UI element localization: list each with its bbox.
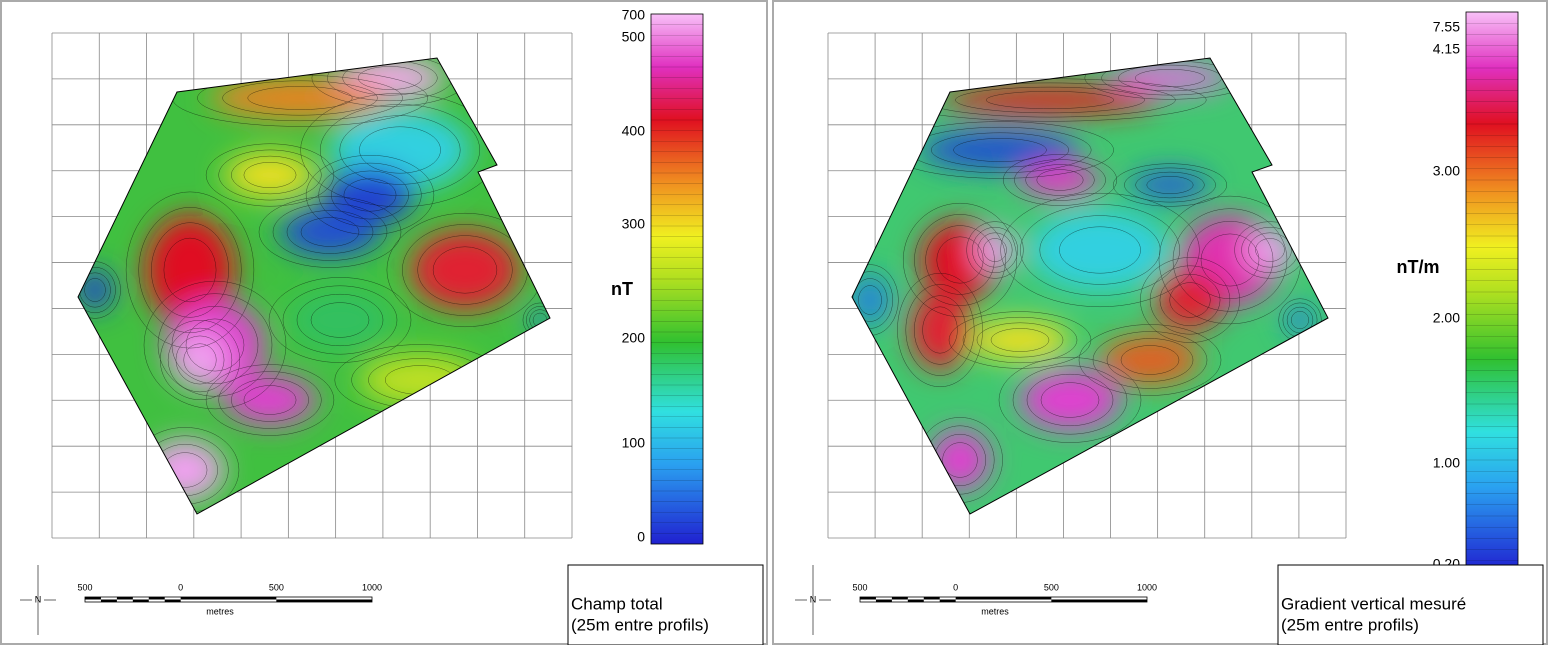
colorbar-tick-label: 0 <box>637 529 645 545</box>
anomaly <box>1030 210 1170 290</box>
scale-segment <box>85 597 101 600</box>
north-label: N <box>810 594 817 604</box>
scale-label: 500 <box>1044 582 1059 592</box>
scale-segment <box>908 600 924 603</box>
anomaly <box>360 355 480 405</box>
scale-unit: metres <box>981 606 1009 616</box>
scale-segment <box>940 600 956 603</box>
anomaly <box>1155 270 1225 330</box>
anomaly <box>172 332 228 388</box>
colorbar-tick-label: 200 <box>622 330 646 346</box>
caption-line: (25m entre profils) <box>571 615 709 634</box>
scale-segment <box>924 597 940 600</box>
anomaly-map <box>842 57 1328 514</box>
scale-segment <box>181 597 277 600</box>
colorbar-tick-label: 3.00 <box>1433 163 1460 179</box>
anomaly <box>147 440 223 500</box>
scale-unit: metres <box>206 606 234 616</box>
colorbar-tick-label: 1.00 <box>1433 455 1460 471</box>
anomaly-map <box>69 50 557 514</box>
north-label: N <box>35 594 42 604</box>
scale-segment <box>276 600 372 603</box>
colorbar-tick-label: 500 <box>622 29 646 45</box>
anomaly <box>1285 305 1315 335</box>
anomaly <box>225 375 315 425</box>
scale-segment <box>956 597 1052 600</box>
colorbar-tick-label: 7.55 <box>1433 19 1460 35</box>
colorbar-tick-label: 100 <box>622 435 646 451</box>
anomaly <box>1245 230 1295 270</box>
scale-segment <box>101 600 117 603</box>
scale-segment <box>860 597 876 600</box>
caption-line: Gradient vertical mesuré <box>1281 594 1466 613</box>
colorbar-tick-label: 4.15 <box>1433 41 1460 57</box>
scale-label: 1000 <box>362 582 382 592</box>
scale-label: 0 <box>953 582 958 592</box>
colorbar-tick-label: 700 <box>622 7 646 23</box>
scale-label: 1000 <box>1137 582 1157 592</box>
scale-segment <box>149 597 165 600</box>
scale-segment <box>117 597 133 600</box>
anomaly <box>910 290 970 370</box>
anomaly <box>930 430 990 490</box>
scale-segment <box>165 600 181 603</box>
colorbar-unit: nT/m <box>1397 257 1440 277</box>
caption-line: (25m entre profils) <box>1281 615 1419 634</box>
scale-label: 0 <box>178 582 183 592</box>
colorbar-tick-label: 300 <box>622 216 646 232</box>
figure: 7005004003002001000nTN50005001000metresC… <box>0 0 1549 645</box>
scale-label: 500 <box>77 582 92 592</box>
anomaly <box>1130 170 1210 200</box>
colorbar-tick-label: 400 <box>622 123 646 139</box>
anomaly <box>850 275 890 325</box>
scale-segment <box>1051 600 1147 603</box>
anomaly <box>1110 63 1230 93</box>
scale-segment <box>133 600 149 603</box>
scale-label: 500 <box>852 582 867 592</box>
scale-label: 500 <box>269 582 284 592</box>
anomaly <box>1020 370 1120 430</box>
colorbar-unit: nT <box>611 279 633 299</box>
anomaly <box>290 290 390 350</box>
anomaly <box>225 153 315 197</box>
colorbar-tick-label: 2.00 <box>1433 310 1460 326</box>
scale-segment <box>876 600 892 603</box>
scale-segment <box>892 597 908 600</box>
caption-line: Champ total <box>571 594 663 613</box>
anomaly <box>940 85 1160 115</box>
anomaly <box>410 230 520 310</box>
anomaly <box>280 207 380 257</box>
anomaly <box>970 320 1070 360</box>
